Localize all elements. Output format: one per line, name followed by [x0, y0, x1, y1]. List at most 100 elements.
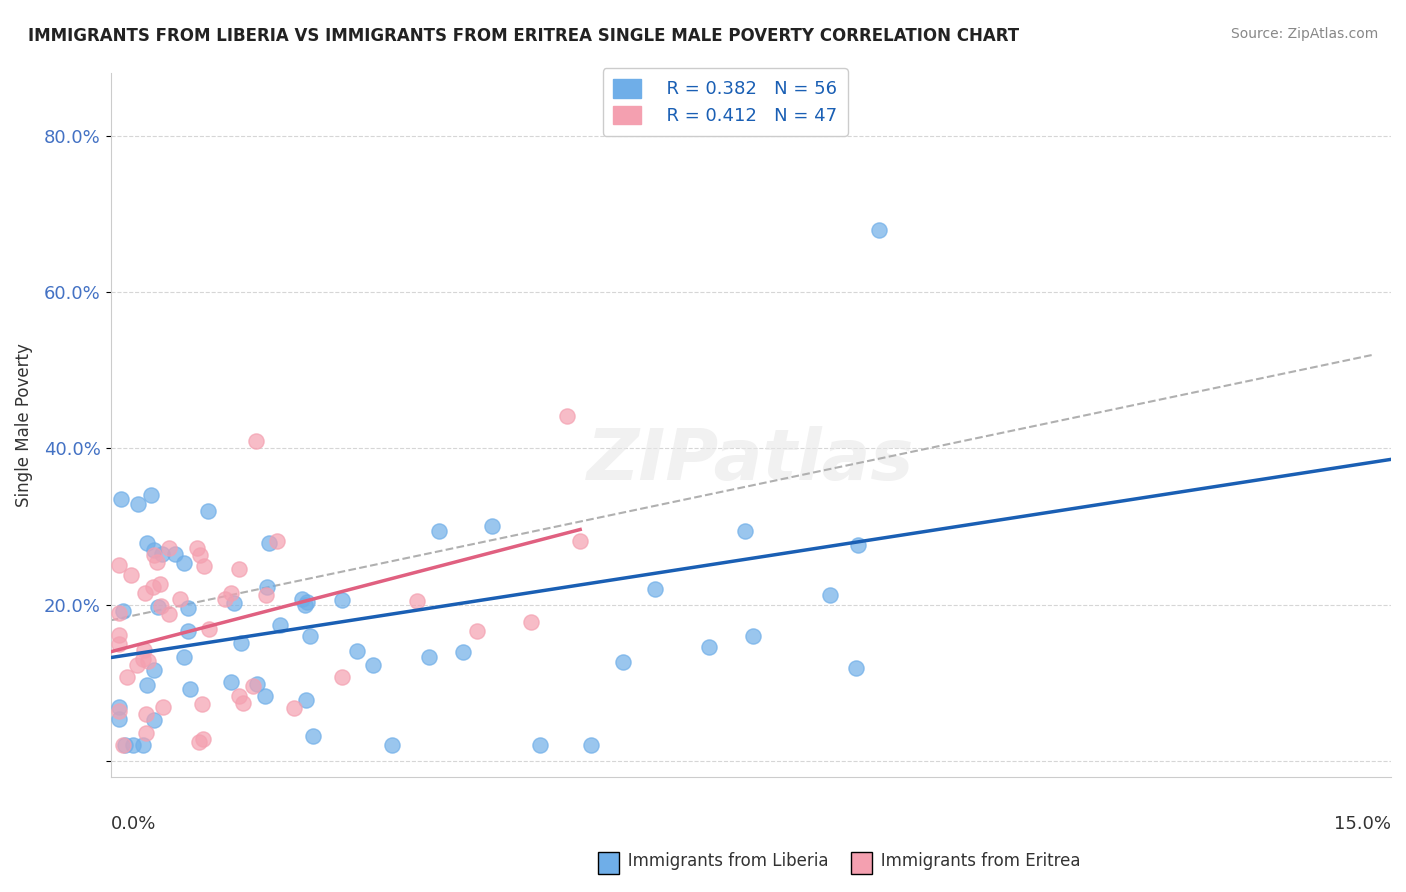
Point — [157, 607, 180, 622]
Point — [120, 568, 142, 582]
Point — [127, 658, 149, 673]
Point — [232, 696, 254, 710]
Point — [132, 652, 155, 666]
Point — [269, 618, 291, 632]
Point — [221, 675, 243, 690]
Point — [197, 504, 219, 518]
Point — [149, 599, 172, 614]
Point — [299, 629, 322, 643]
Point — [141, 580, 163, 594]
Point — [520, 615, 543, 629]
Point — [332, 593, 354, 607]
Point — [846, 537, 869, 551]
Point — [381, 739, 404, 753]
Point — [557, 409, 579, 423]
Point — [142, 713, 165, 727]
Legend:   R = 0.382   N = 56,   R = 0.412   N = 47: R = 0.382 N = 56, R = 0.412 N = 47 — [603, 68, 848, 136]
Point — [134, 586, 156, 600]
Point — [188, 548, 211, 562]
Point — [427, 524, 450, 539]
Point — [111, 739, 134, 753]
Point — [152, 700, 174, 714]
Text: Immigrants from Eritrea: Immigrants from Eritrea — [865, 852, 1080, 870]
Point — [363, 658, 385, 673]
Point — [569, 533, 592, 548]
Point — [149, 576, 172, 591]
Point — [228, 690, 250, 704]
Point — [224, 596, 246, 610]
Point — [139, 488, 162, 502]
Point — [644, 582, 666, 596]
Point — [163, 547, 186, 561]
Point — [198, 622, 221, 636]
Point — [108, 606, 131, 620]
Point — [330, 670, 353, 684]
Point — [108, 627, 131, 641]
Text: ZIPatlas: ZIPatlas — [588, 425, 914, 494]
Point — [132, 739, 155, 753]
Point — [301, 729, 323, 743]
Point — [186, 541, 208, 555]
Point — [135, 707, 157, 722]
Point — [294, 693, 316, 707]
Point — [697, 640, 720, 654]
Point — [418, 649, 440, 664]
Point — [283, 701, 305, 715]
Y-axis label: Single Male Poverty: Single Male Poverty — [15, 343, 32, 507]
Point — [245, 677, 267, 691]
Point — [193, 559, 215, 574]
Text: Immigrants from Liberia: Immigrants from Liberia — [612, 852, 828, 870]
Point — [612, 655, 634, 669]
Point — [132, 643, 155, 657]
Point — [121, 739, 143, 753]
Point — [529, 739, 551, 753]
Point — [254, 588, 277, 602]
Point — [742, 629, 765, 643]
Point — [295, 595, 318, 609]
Point — [294, 598, 316, 612]
Text: IMMIGRANTS FROM LIBERIA VS IMMIGRANTS FROM ERITREA SINGLE MALE POVERTY CORRELATI: IMMIGRANTS FROM LIBERIA VS IMMIGRANTS FR… — [28, 27, 1019, 45]
Point — [256, 580, 278, 594]
Point — [191, 698, 214, 712]
Point — [291, 592, 314, 607]
Point — [845, 661, 868, 675]
Point — [108, 637, 131, 651]
Point — [229, 636, 252, 650]
Point — [142, 664, 165, 678]
Point — [173, 557, 195, 571]
Point — [135, 725, 157, 739]
Point — [142, 548, 165, 562]
Point — [143, 543, 166, 558]
Text: 15.0%: 15.0% — [1334, 815, 1391, 833]
Point — [191, 731, 214, 746]
Point — [135, 535, 157, 549]
Point — [259, 536, 281, 550]
Point — [481, 518, 503, 533]
Point — [115, 670, 138, 684]
Point — [108, 558, 131, 573]
Text: Source: ZipAtlas.com: Source: ZipAtlas.com — [1230, 27, 1378, 41]
Point — [112, 604, 135, 618]
Point — [150, 547, 173, 561]
Point — [346, 643, 368, 657]
Point — [219, 586, 242, 600]
Point — [127, 497, 149, 511]
Point — [173, 650, 195, 665]
Point — [242, 680, 264, 694]
Text: 0.0%: 0.0% — [111, 815, 156, 833]
Point — [108, 705, 131, 719]
Point — [114, 739, 136, 753]
Point — [135, 678, 157, 692]
Point — [266, 534, 288, 549]
Point — [818, 588, 841, 602]
Point — [253, 689, 276, 703]
Point — [228, 562, 250, 576]
Point — [465, 624, 488, 638]
Point — [169, 592, 191, 607]
Point — [179, 681, 201, 696]
Point — [187, 735, 209, 749]
Point — [405, 594, 427, 608]
Point — [581, 739, 603, 753]
Point — [145, 555, 167, 569]
Point — [868, 222, 890, 236]
